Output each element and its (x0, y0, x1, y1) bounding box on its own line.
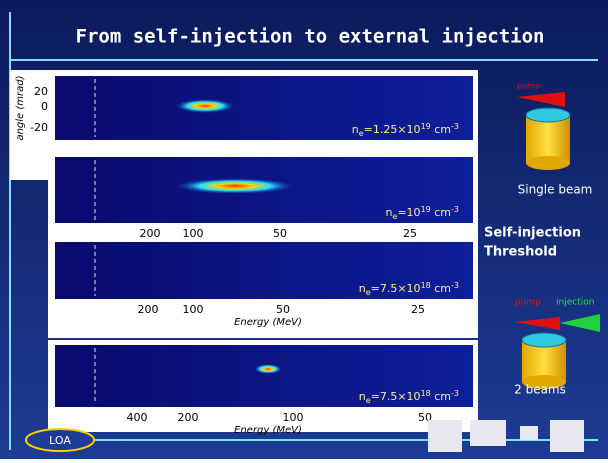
logo (550, 420, 584, 452)
injection-label: injection (556, 298, 594, 308)
density-part: 19 (421, 122, 431, 131)
density-part: 19 (421, 205, 431, 214)
electron-signal (254, 364, 282, 374)
density-part: cm (431, 206, 451, 219)
y-tick-label: 20 (34, 85, 48, 98)
density-part: n (352, 123, 359, 136)
density-part: cm (431, 123, 451, 136)
density-part: n (385, 206, 392, 219)
pump-label: pump (515, 298, 541, 308)
x-tick-label: 100 (283, 411, 304, 424)
threshold-label: Threshold (484, 245, 557, 260)
gas-cell (522, 333, 566, 347)
density-part: =10 (397, 206, 420, 219)
logo (470, 420, 506, 446)
logo (428, 420, 462, 452)
density-part: cm (431, 282, 451, 295)
x-axis-label: Energy (MeV) (234, 425, 302, 436)
x-tick-label: 100 (183, 303, 204, 316)
density-label: ne=7.5×1018 cm-3 (359, 389, 459, 405)
gas-cell (526, 156, 570, 170)
double-caption: 2 beams (514, 383, 566, 397)
density-part: 18 (421, 389, 431, 398)
threshold-label: Self-injection (484, 226, 581, 241)
x-axis-label: Energy (MeV) (234, 317, 302, 328)
y-tick-label: -20 (30, 121, 48, 134)
x-tick-label: 200 (138, 303, 159, 316)
gas-cell (526, 108, 570, 122)
density-label: ne=1.25×1019 cm-3 (352, 122, 459, 138)
density-label: ne=7.5×1018 cm-3 (359, 281, 459, 297)
x-tick-label: 400 (127, 411, 148, 424)
density-part: -3 (451, 122, 459, 131)
logo-text: LOA (49, 434, 71, 447)
single-caption: Single beam (518, 183, 593, 197)
logo (520, 426, 538, 440)
y-tick-label: 0 (41, 100, 48, 113)
density-part: -3 (451, 389, 459, 398)
density-part: -3 (451, 281, 459, 290)
density-part: 18 (421, 281, 431, 290)
slide: From self-injection to external injectio… (0, 0, 608, 459)
pump-label: pump (517, 82, 540, 91)
electron-signal (175, 99, 235, 113)
density-part: -3 (451, 205, 459, 214)
density-part: =1.25×10 (364, 123, 421, 136)
electron-signal (175, 178, 295, 194)
density-part: n (359, 282, 366, 295)
density-part: =7.5×10 (371, 390, 421, 403)
density-part: cm (431, 390, 451, 403)
x-tick-label: 50 (276, 303, 290, 316)
density-part: =7.5×10 (371, 282, 421, 295)
y-axis-label: angle (mrad) (15, 75, 26, 140)
density-part: n (359, 390, 366, 403)
x-tick-label: 200 (178, 411, 199, 424)
slide-title: From self-injection to external injectio… (76, 26, 545, 48)
x-tick-label: 25 (411, 303, 425, 316)
